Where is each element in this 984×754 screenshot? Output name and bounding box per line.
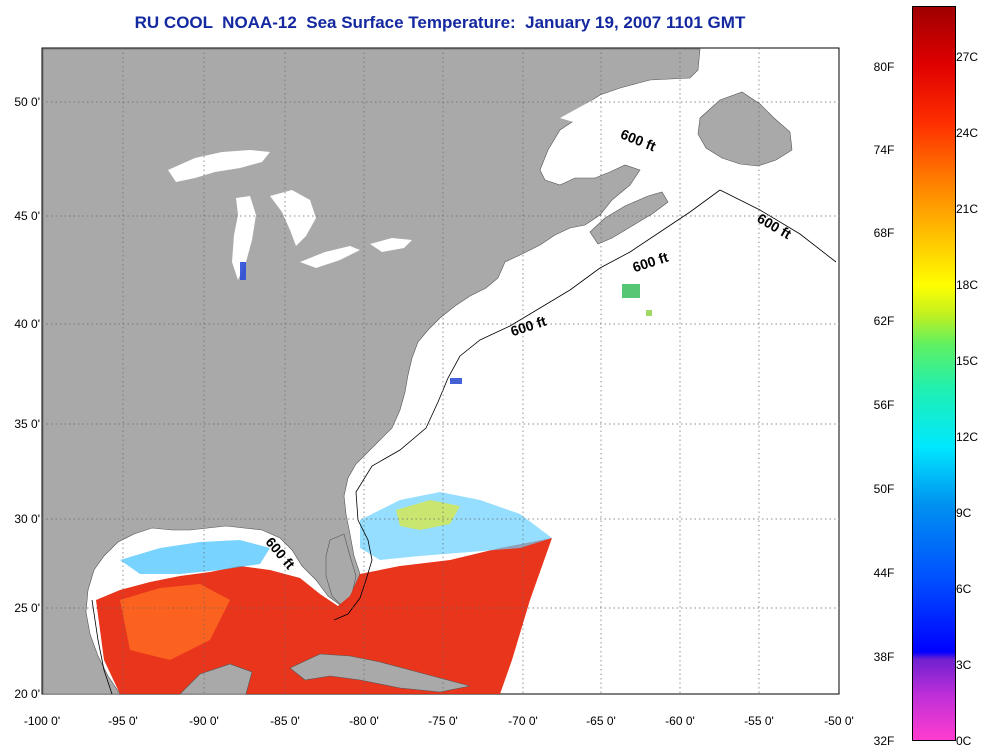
lat-label-35: 35 0'	[14, 417, 40, 431]
land-yucatan	[179, 663, 253, 695]
lake-michigan	[232, 196, 256, 280]
colorbar-c-15: 15C	[956, 354, 979, 368]
colorbar-f-80: 80F	[873, 60, 895, 74]
sst-swath-orange	[120, 584, 230, 660]
colorbar-c-12: 12C	[956, 430, 979, 444]
lake-ontario	[370, 238, 412, 252]
lat-label-25: 25 0'	[14, 601, 40, 615]
lon-label-m60: -60 0'	[665, 714, 695, 728]
colorbar-f-56: 56F	[873, 398, 895, 412]
sst-patch-east	[622, 284, 640, 298]
lon-label-m85: -85 0'	[270, 714, 300, 728]
colorbar-f-68: 68F	[873, 226, 895, 240]
colorbar-c-3: 3C	[956, 658, 972, 672]
sst-patch-east-2	[646, 310, 652, 316]
lat-label-40: 40 0'	[14, 317, 40, 331]
sst-swath-warm	[96, 538, 552, 694]
colorbar-c-27: 27C	[956, 50, 979, 64]
colorbar-c-24: 24C	[956, 126, 979, 140]
map-title: RU COOL NOAA-12 Sea Surface Temperature:…	[134, 13, 746, 32]
colorbar-c-21: 21C	[956, 202, 979, 216]
colorbar-c-6: 6C	[956, 582, 972, 596]
colorbar-c-0: 0C	[956, 734, 972, 748]
lon-label-m80: -80 0'	[349, 714, 379, 728]
colorbar-f-74: 74F	[873, 143, 895, 157]
sst-patch-gulf-north	[120, 540, 270, 574]
lon-label-m50: -50 0'	[824, 714, 854, 728]
lon-label-m95: -95 0'	[108, 714, 138, 728]
isobath-600ft	[91, 189, 837, 695]
temperature-colorbar	[912, 6, 956, 741]
colorbar-f-44: 44F	[873, 566, 895, 580]
st-lawrence-estuary	[560, 88, 668, 124]
lake-huron	[270, 190, 316, 246]
lon-label-m100: -100 0'	[23, 714, 61, 728]
land-north-america	[42, 48, 701, 695]
lat-label-45: 45 0'	[14, 209, 40, 223]
lake-erie	[300, 246, 360, 268]
lat-label-20: 20 0'	[14, 687, 40, 701]
lon-label-m90: -90 0'	[189, 714, 219, 728]
lake-superior	[168, 150, 270, 182]
colorbar-c-9: 9C	[956, 506, 972, 520]
lon-label-m75: -75 0'	[428, 714, 458, 728]
colorbar-f-62: 62F	[873, 314, 895, 328]
colorbar-f-38: 38F	[873, 650, 895, 664]
land-nova-scotia	[589, 191, 669, 245]
sst-patch-chesapeake	[450, 378, 462, 384]
lon-label-m55: -55 0'	[744, 714, 774, 728]
sst-patch-lake-michigan	[240, 262, 246, 280]
colorbar-c-18: 18C	[956, 278, 979, 292]
lon-label-m70: -70 0'	[508, 714, 538, 728]
land-cuba	[289, 653, 471, 693]
lat-label-50: 50 0'	[14, 95, 40, 109]
land-newfoundland	[697, 91, 793, 167]
sst-patch-yellow	[396, 500, 460, 530]
colorbar-f-32: 32F	[873, 734, 895, 748]
colorbar-f-50: 50F	[873, 482, 895, 496]
lat-label-30: 30 0'	[14, 512, 40, 526]
lon-label-m65: -65 0'	[586, 714, 616, 728]
